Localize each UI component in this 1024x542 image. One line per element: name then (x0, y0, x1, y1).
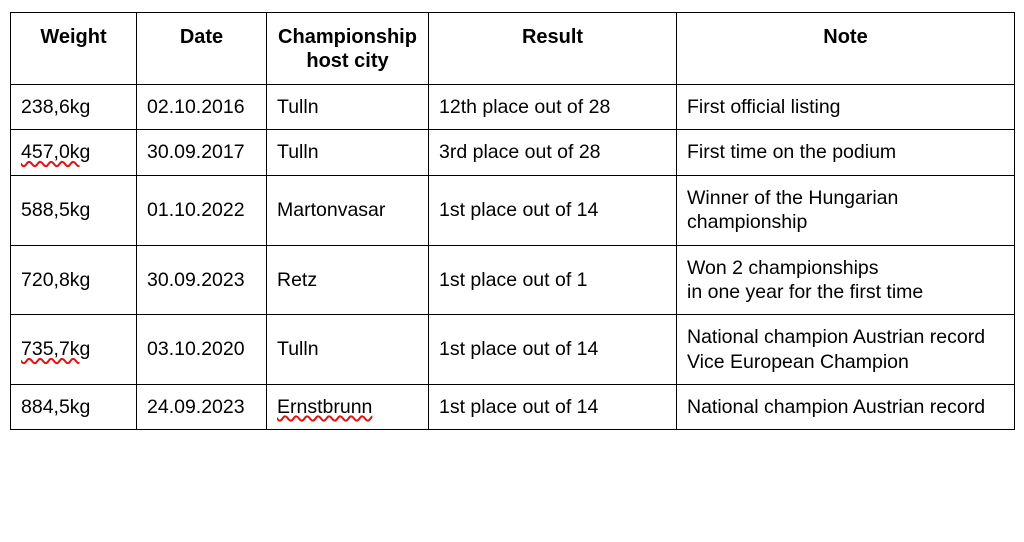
col-header-weight: Weight (11, 13, 137, 85)
table-row: 884,5kg 24.09.2023 Ernstbrunn 1st place out… (11, 385, 1015, 430)
table-row: 735,7kg 03.10.2020 Tulln 1st place out of 1… (11, 315, 1015, 385)
cell-result: 1st place out of 14 (429, 385, 677, 430)
cell-date: 30.09.2017 (137, 130, 267, 175)
cell-city: Tulln (267, 315, 429, 385)
header-row: Weight Date Championship host city Resul… (11, 13, 1015, 85)
city-value: Retz (277, 269, 317, 291)
cell-date: 01.10.2022 (137, 175, 267, 245)
table-body: 238,6kg 02.10.2016 Tulln 12th place out of … (11, 85, 1015, 430)
cell-weight: 720,8kg (11, 245, 137, 315)
cell-note: First time on the podium (677, 130, 1015, 175)
cell-city: Retz (267, 245, 429, 315)
cell-date: 24.09.2023 (137, 385, 267, 430)
weight-value: 588,5kg (21, 199, 90, 221)
cell-result: 12th place out of 28 (429, 85, 677, 130)
city-value: Tulln (277, 141, 319, 163)
weight-value: 238,6kg (21, 96, 90, 118)
col-header-city: Championship host city (267, 13, 429, 85)
cell-city: Tulln (267, 85, 429, 130)
cell-note: Won 2 championshipsin one year for the f… (677, 245, 1015, 315)
cell-note: First official listing (677, 85, 1015, 130)
col-header-city-line2: host city (306, 50, 388, 72)
cell-city: Martonvasar (267, 175, 429, 245)
col-header-date: Date (137, 13, 267, 85)
col-header-result: Result (429, 13, 677, 85)
col-header-city-line1: Championship (278, 26, 417, 48)
cell-result: 1st place out of 14 (429, 315, 677, 385)
table-row: 720,8kg 30.09.2023 Retz 1st place out of 1W… (11, 245, 1015, 315)
cell-weight: 238,6kg (11, 85, 137, 130)
city-value: Ernstbrunn (277, 396, 372, 418)
cell-weight: 735,7kg (11, 315, 137, 385)
cell-date: 02.10.2016 (137, 85, 267, 130)
weight-value: 735,7kg (21, 338, 90, 360)
cell-result: 3rd place out of 28 (429, 130, 677, 175)
city-value: Martonvasar (277, 199, 385, 221)
cell-weight: 884,5kg (11, 385, 137, 430)
page: Weight Date Championship host city Resul… (0, 0, 1024, 542)
cell-weight: 588,5kg (11, 175, 137, 245)
table-row: 238,6kg 02.10.2016 Tulln 12th place out of … (11, 85, 1015, 130)
cell-weight: 457,0kg (11, 130, 137, 175)
city-value: Tulln (277, 338, 319, 360)
cell-note: National champion Austrian record Vice E… (677, 315, 1015, 385)
table-row: 588,5kg 01.10.2022 Martonvasar 1st place ou… (11, 175, 1015, 245)
cell-result: 1st place out of 1 (429, 245, 677, 315)
cell-city: Tulln (267, 130, 429, 175)
col-header-note: Note (677, 13, 1015, 85)
records-table: Weight Date Championship host city Resul… (10, 12, 1015, 430)
table-header: Weight Date Championship host city Resul… (11, 13, 1015, 85)
weight-value: 720,8kg (21, 269, 90, 291)
cell-note: National champion Austrian record (677, 385, 1015, 430)
city-value: Tulln (277, 96, 319, 118)
cell-date: 03.10.2020 (137, 315, 267, 385)
cell-date: 30.09.2023 (137, 245, 267, 315)
cell-note: Winner of the Hungarian championship (677, 175, 1015, 245)
weight-value: 457,0kg (21, 141, 90, 163)
table-row: 457,0kg 30.09.2017 Tulln 3rd place out of 2… (11, 130, 1015, 175)
cell-result: 1st place out of 14 (429, 175, 677, 245)
weight-value: 884,5kg (21, 396, 90, 418)
cell-city: Ernstbrunn (267, 385, 429, 430)
